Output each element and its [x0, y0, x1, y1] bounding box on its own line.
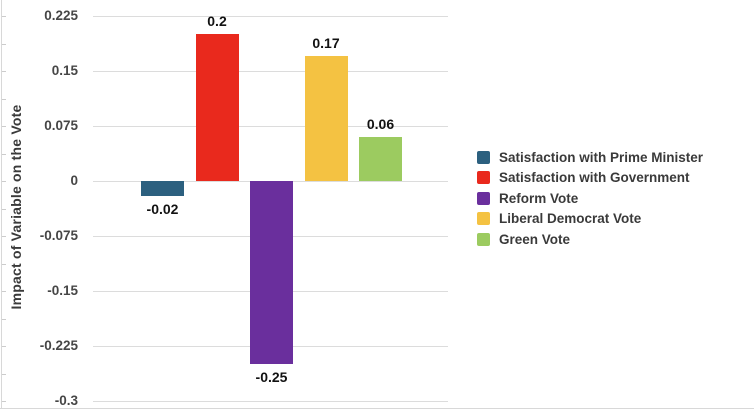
bar-value-label: 0.06	[366, 116, 395, 132]
bar-value-label: -0.02	[146, 200, 179, 217]
gridline	[93, 125, 448, 127]
axis-tick	[2, 373, 6, 375]
y-tick-label: -0.15	[47, 283, 78, 298]
legend-label: Reform Vote	[499, 190, 579, 206]
y-axis-line	[1, 0, 2, 409]
axis-tick	[2, 126, 6, 127]
axis-tick	[2, 401, 6, 402]
axis-tick	[2, 43, 6, 45]
legend-label: Satisfaction with Government	[499, 170, 690, 186]
y-tick-label: -0.3	[54, 393, 78, 408]
bar-reform-vote	[250, 181, 293, 365]
legend-item: Green Vote	[477, 229, 703, 250]
y-tick-label: -0.225	[39, 338, 78, 353]
bar-green-vote	[359, 137, 402, 181]
axis-tick	[2, 236, 6, 237]
y-axis-title: Impact of Variable on the Vote	[8, 104, 24, 310]
legend-item: Satisfaction with Prime Minister	[477, 147, 703, 168]
y-tick-label: 0.15	[51, 63, 78, 78]
gridline	[93, 70, 448, 72]
legend-swatch-icon	[477, 150, 490, 164]
axis-tick	[2, 153, 6, 155]
y-tick-label: 0	[70, 173, 78, 188]
axis-tick	[2, 98, 6, 100]
bar-value-label: -0.25	[255, 369, 288, 386]
gridline	[93, 15, 448, 17]
x-axis-line	[0, 408, 754, 409]
axis-tick	[2, 263, 6, 265]
legend-label: Green Vote	[499, 231, 571, 247]
legend-swatch-icon	[477, 191, 490, 205]
y-tick-label: 0.225	[44, 8, 78, 23]
legend: Satisfaction with Prime Minister Satisfac…	[477, 147, 703, 250]
y-tick-label: -0.075	[39, 228, 78, 243]
axis-tick	[2, 16, 6, 17]
legend-item: Reform Vote	[477, 188, 703, 209]
axis-tick	[2, 318, 6, 320]
legend-item: Liberal Democrat Vote	[477, 209, 703, 230]
bar-value-label: 0.17	[312, 35, 340, 52]
bar-liberal-democrat-vote	[304, 56, 348, 181]
legend-label: Liberal Democrat Vote	[499, 211, 642, 227]
bar-value-label: 0.2	[207, 13, 227, 30]
axis-tick	[2, 208, 6, 210]
legend-swatch-icon	[477, 171, 490, 185]
bar-satisfaction-with-prime-minister	[141, 181, 184, 196]
axis-tick	[2, 71, 6, 72]
axis-tick	[2, 346, 6, 347]
legend-item: Satisfaction with Government	[477, 168, 703, 189]
legend-swatch-icon	[477, 212, 490, 226]
y-tick-label: 0.075	[44, 118, 78, 133]
bar-satisfaction-with-government	[195, 34, 239, 181]
axis-tick	[2, 291, 6, 292]
gridline	[93, 400, 448, 402]
legend-label: Satisfaction with Prime Minister	[499, 149, 704, 165]
legend-swatch-icon	[477, 232, 490, 246]
axis-tick	[2, 181, 6, 182]
